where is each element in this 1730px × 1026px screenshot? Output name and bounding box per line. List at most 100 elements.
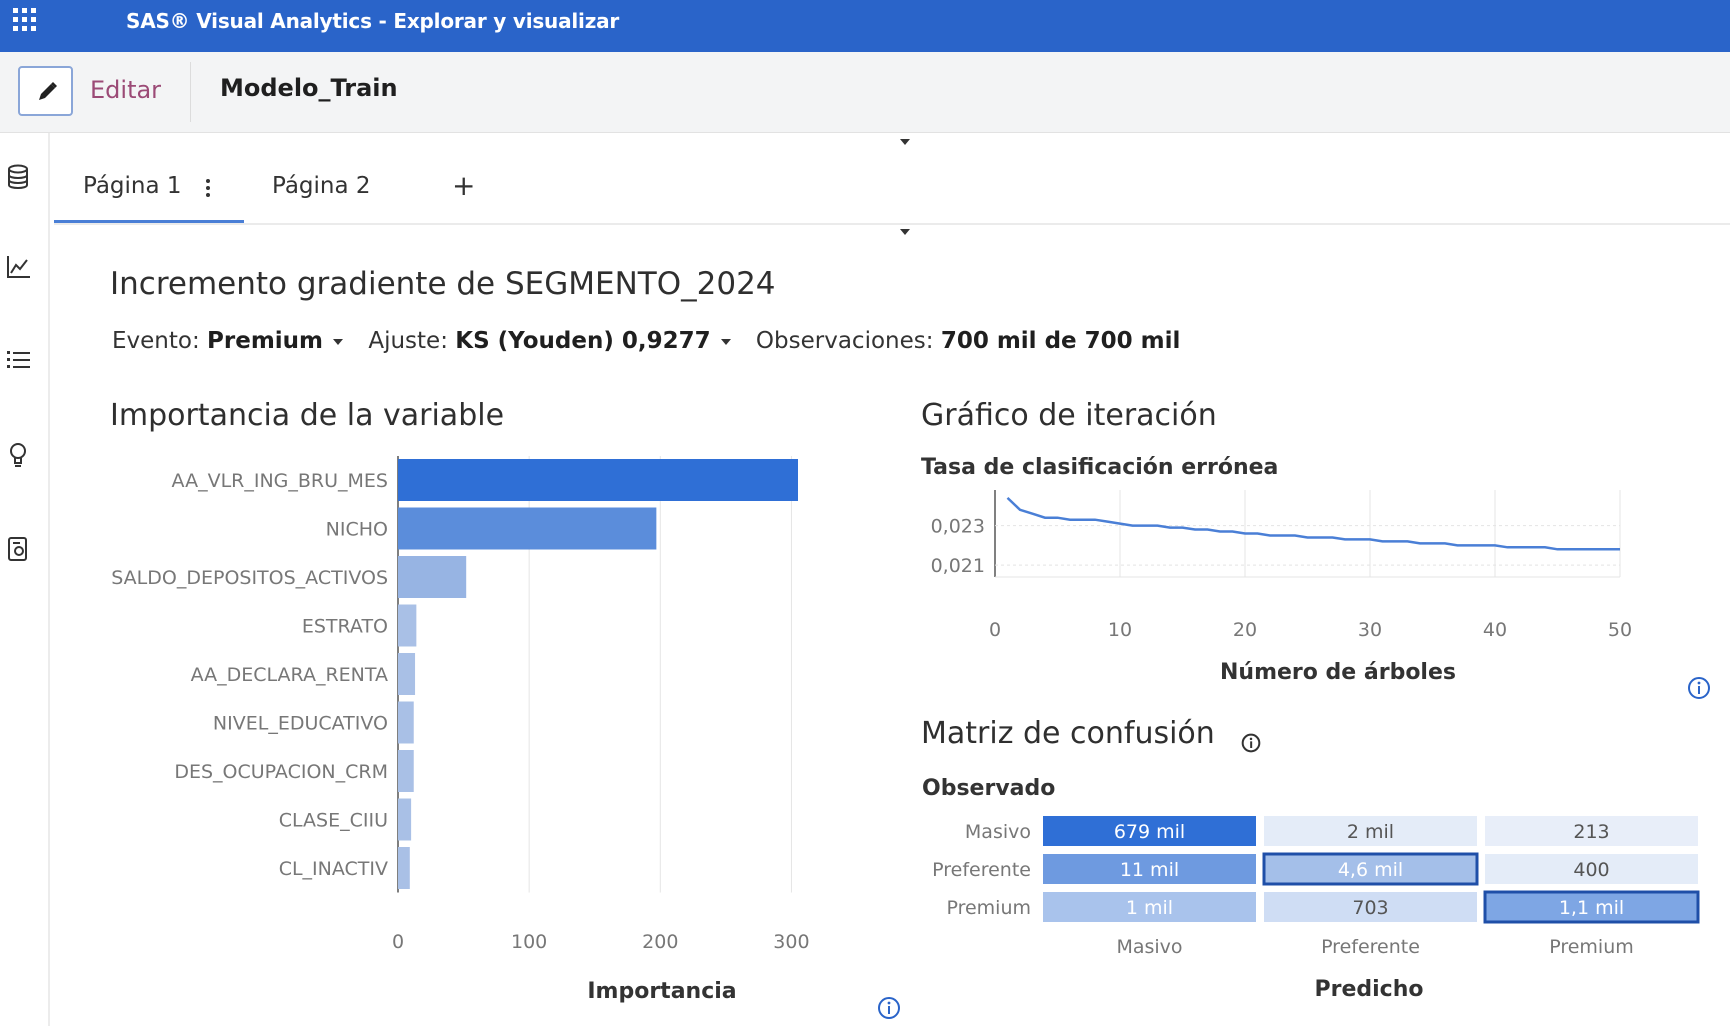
misclassification-line <box>1006 496 1620 551</box>
list-icon[interactable] <box>5 345 33 373</box>
predicted-axis-label: Predicho <box>1314 977 1423 1002</box>
variable-name-label: AA_DECLARA_RENTA <box>191 664 388 686</box>
matrix-cell-value: 703 <box>1352 897 1388 919</box>
add-page-button[interactable]: + <box>452 169 476 202</box>
observed-row-label: Premium <box>946 897 1031 919</box>
matrix-cell[interactable] <box>1262 852 1479 886</box>
matrix-cell-value: 2 mil <box>1347 821 1394 843</box>
variable-name-label: NIVEL_EDUCATIVO <box>213 713 388 735</box>
lightbulb-icon[interactable] <box>5 441 33 469</box>
report-settings-icon[interactable] <box>5 535 33 563</box>
variable-name-label: NICHO <box>326 519 388 541</box>
observations-value: 700 mil de 700 mil <box>940 328 1181 354</box>
matrix-cell-value: 679 mil <box>1114 821 1185 843</box>
variable-name-label: ESTRATO <box>302 616 388 638</box>
toolbar-divider <box>190 62 191 122</box>
event-dropdown-icon[interactable] <box>333 338 344 345</box>
report-title: Incremento gradiente de SEGMENTO_2024 <box>110 266 776 302</box>
importance-bar[interactable] <box>398 798 412 841</box>
variable-importance-title: Importancia de la variable <box>110 398 505 433</box>
app-header: SAS® Visual Analytics - Explorar y visua… <box>0 0 1730 52</box>
edit-button[interactable] <box>18 66 73 116</box>
importance-bar[interactable] <box>398 750 414 792</box>
matrix-cell-value: 4,6 mil <box>1338 859 1403 881</box>
variable-name-label: SALDO_DEPOSITOS_ACTIVOS <box>111 567 388 589</box>
fit-label: Ajuste: <box>368 328 448 354</box>
event-label: Evento: <box>112 328 200 354</box>
matrix-cell[interactable] <box>1043 816 1256 846</box>
predicted-column-label: Premium <box>1549 936 1634 958</box>
iteration-plot-title: Gráfico de iteración <box>921 398 1217 433</box>
edit-label[interactable]: Editar <box>90 76 162 104</box>
matrix-cell[interactable] <box>1483 890 1700 924</box>
page-tabs: Página 1 Página 2 + <box>54 133 1730 225</box>
observations-label: Observaciones: <box>755 328 934 354</box>
collapse-caret[interactable] <box>900 229 910 235</box>
confusion-matrix-title: Matriz de confusión <box>921 716 1215 751</box>
x-tick-label: 300 <box>773 931 809 953</box>
fit-value[interactable]: KS (Youden) 0,9277 <box>455 328 711 354</box>
fit-dropdown-icon[interactable] <box>720 338 731 345</box>
matrix-cell[interactable] <box>1264 816 1477 846</box>
collapse-top-caret[interactable] <box>900 139 910 145</box>
observed-row-label: Masivo <box>965 821 1031 843</box>
importance-bar[interactable] <box>398 459 798 501</box>
x-tick-label: 40 <box>1483 619 1507 641</box>
x-tick-label: 0 <box>989 619 1001 641</box>
left-sidebar <box>0 133 50 1026</box>
app-title: SAS® Visual Analytics - Explorar y visua… <box>126 9 620 33</box>
data-source-icon[interactable] <box>5 163 33 191</box>
info-icon[interactable] <box>1241 733 1261 753</box>
matrix-cell-value: 1,1 mil <box>1559 897 1624 919</box>
importance-bar[interactable] <box>398 507 657 550</box>
report-name: Modelo_Train <box>220 74 398 102</box>
confusion-matrix-chart: Masivo 679 mil 2 mil 213 Preferente 11 mil 4,6… <box>932 816 1700 1002</box>
toolbar: Editar Modelo_Train <box>0 52 1730 133</box>
line-chart-icon[interactable] <box>5 253 33 281</box>
matrix-cell[interactable] <box>1264 892 1477 922</box>
matrix-cell[interactable] <box>1043 854 1256 884</box>
variable-name-label: CL_INACTIV <box>279 858 388 880</box>
active-tab-indicator <box>54 220 244 223</box>
model-info-line: Evento: Premium Ajuste: KS (Youden) 0,92… <box>112 328 1180 354</box>
x-tick-label: 200 <box>642 931 678 953</box>
misclassification-label: Tasa de clasificación errónea <box>921 455 1279 480</box>
info-icon[interactable] <box>1687 676 1711 700</box>
x-tick-label: 0 <box>392 931 404 953</box>
pencil-icon <box>39 82 57 100</box>
matrix-cell[interactable] <box>1485 816 1698 846</box>
x-tick-label: 100 <box>511 931 547 953</box>
importance-bar[interactable] <box>398 653 416 695</box>
y-tick-label: 0,023 <box>931 516 985 538</box>
observed-axis-label: Observado <box>922 776 1056 801</box>
importance-axis-label: Importancia <box>587 979 736 1004</box>
x-tick-label: 10 <box>1108 619 1132 641</box>
iteration-chart: 0 10 20 30 40 50 0,021 0,023 Número de árboles <box>931 490 1632 685</box>
importance-bar[interactable] <box>398 556 467 598</box>
matrix-cell-value: 11 mil <box>1120 859 1179 881</box>
variable-name-label: CLASE_CIIU <box>279 810 388 832</box>
tab-pagina-2[interactable]: Página 2 <box>272 173 371 199</box>
matrix-cell-value: 400 <box>1573 859 1609 881</box>
trees-axis-label: Número de árboles <box>1220 660 1456 685</box>
apps-grid-icon[interactable] <box>13 8 41 36</box>
predicted-column-label: Preferente <box>1321 936 1420 958</box>
x-tick-label: 30 <box>1358 619 1382 641</box>
observed-row-label: Preferente <box>932 859 1031 881</box>
x-tick-label: 50 <box>1608 619 1632 641</box>
matrix-cell-value: 213 <box>1573 821 1609 843</box>
tab-menu-icon[interactable] <box>204 177 212 199</box>
importance-bar[interactable] <box>398 604 417 647</box>
matrix-cell[interactable] <box>1485 854 1698 884</box>
predicted-column-label: Masivo <box>1116 936 1182 958</box>
matrix-cell-value: 1 mil <box>1126 897 1173 919</box>
info-icon[interactable] <box>877 996 901 1020</box>
variable-name-label: DES_OCUPACION_CRM <box>174 761 388 783</box>
event-value[interactable]: Premium <box>207 328 324 354</box>
y-tick-label: 0,021 <box>931 555 985 577</box>
tab-pagina-1[interactable]: Página 1 <box>83 173 182 199</box>
importance-bar[interactable] <box>398 847 410 889</box>
matrix-cell[interactable] <box>1043 892 1256 922</box>
variable-importance-chart: AA_VLR_ING_BRU_MES NICHO SALDO_DEPOSITOS_A… <box>111 456 810 1004</box>
importance-bar[interactable] <box>398 701 414 744</box>
